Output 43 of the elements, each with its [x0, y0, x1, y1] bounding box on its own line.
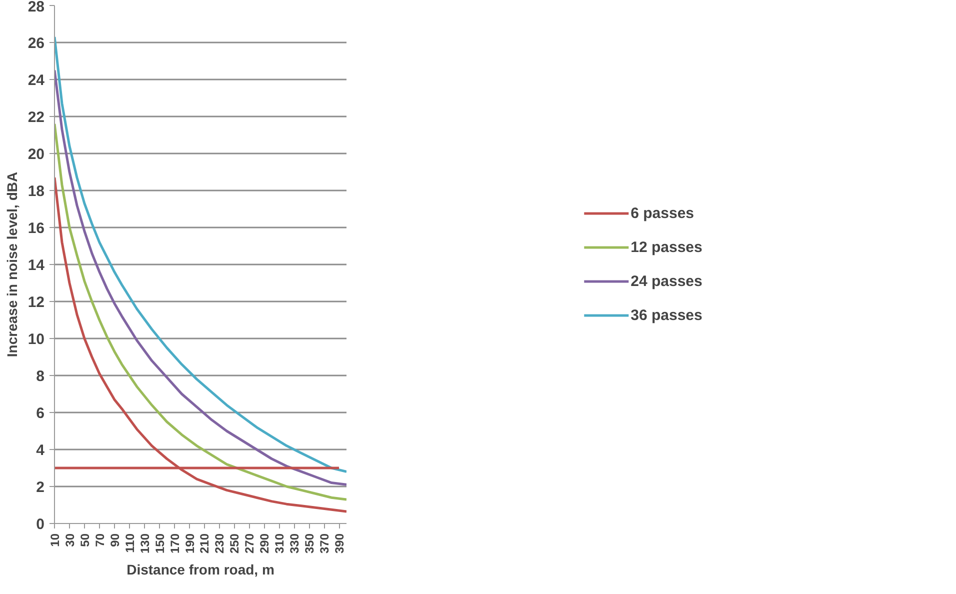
x-tick-label: 290 [258, 533, 272, 554]
y-tick-label: 12 [28, 294, 45, 311]
x-tick-label: 10 [48, 533, 62, 547]
x-tick-label: 250 [228, 533, 242, 554]
y-tick-label: 6 [36, 405, 44, 422]
y-tick-label: 2 [36, 479, 44, 496]
x-tick-label: 350 [302, 533, 317, 554]
x-tick-label: 230 [212, 533, 227, 554]
y-tick-label: 0 [36, 516, 44, 533]
y-tick-label: 4 [36, 442, 46, 459]
x-tick-label: 390 [332, 533, 347, 554]
y-tick-label: 28 [28, 0, 45, 16]
y-axis-title: Increase in noise level, dBA [4, 172, 20, 358]
x-tick-label: 50 [78, 533, 92, 547]
x-tick-label: 190 [182, 533, 197, 554]
x-tick-label: 70 [92, 533, 107, 547]
x-tick-label: 310 [272, 533, 287, 554]
y-tick-label: 22 [28, 109, 45, 126]
x-tick-label: 150 [152, 533, 167, 554]
legend-label: 24 passes [630, 272, 702, 290]
x-tick-label: 370 [318, 533, 332, 554]
legend-label: 12 passes [630, 238, 702, 256]
x-tick-label: 110 [122, 533, 137, 553]
x-tick-label: 210 [198, 533, 212, 554]
y-tick-label: 20 [28, 146, 45, 163]
x-tick-label: 270 [242, 533, 257, 554]
x-axis-title: Distance from road, m [126, 562, 274, 578]
y-tick-label: 8 [36, 368, 44, 385]
x-tick-label: 330 [288, 533, 302, 554]
x-tick-label: 30 [62, 533, 77, 547]
x-tick-label: 170 [168, 533, 182, 554]
y-tick-label: 18 [28, 183, 45, 200]
y-tick-label: 14 [28, 257, 46, 274]
legend-label: 6 passes [630, 204, 694, 222]
line-series [54, 176, 346, 513]
x-tick-label: 130 [138, 533, 152, 554]
y-tick-label: 24 [28, 72, 46, 89]
legend-label: 36 passes [630, 306, 702, 324]
line-series [54, 122, 346, 501]
y-tick-label: 10 [28, 331, 45, 348]
y-tick-label: 16 [28, 220, 45, 237]
x-tick-label: 90 [108, 533, 122, 547]
y-tick-label: 26 [28, 35, 45, 52]
